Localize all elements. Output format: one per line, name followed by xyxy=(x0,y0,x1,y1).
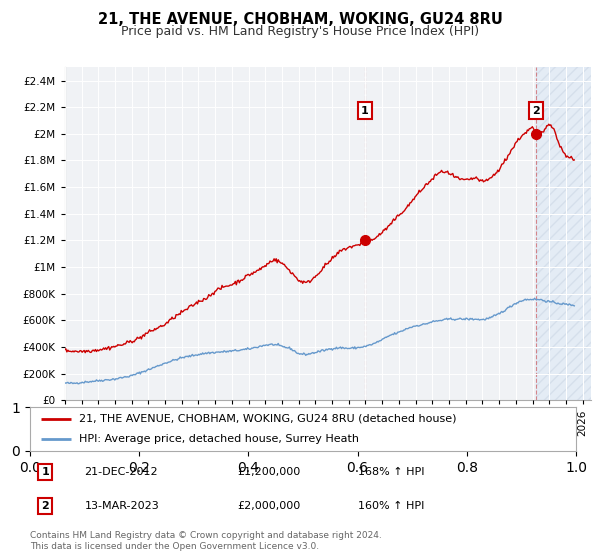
Text: 21-DEC-2012: 21-DEC-2012 xyxy=(85,466,158,477)
Text: 160% ↑ HPI: 160% ↑ HPI xyxy=(358,501,424,511)
Text: 2: 2 xyxy=(41,501,49,511)
Text: £2,000,000: £2,000,000 xyxy=(238,501,301,511)
Text: HPI: Average price, detached house, Surrey Heath: HPI: Average price, detached house, Surr… xyxy=(79,434,359,444)
Text: 21, THE AVENUE, CHOBHAM, WOKING, GU24 8RU (detached house): 21, THE AVENUE, CHOBHAM, WOKING, GU24 8R… xyxy=(79,414,457,424)
Text: 13-MAR-2023: 13-MAR-2023 xyxy=(85,501,160,511)
Text: 21, THE AVENUE, CHOBHAM, WOKING, GU24 8RU: 21, THE AVENUE, CHOBHAM, WOKING, GU24 8R… xyxy=(98,12,502,27)
Text: £1,200,000: £1,200,000 xyxy=(238,466,301,477)
Text: 1: 1 xyxy=(361,105,369,115)
Text: 168% ↑ HPI: 168% ↑ HPI xyxy=(358,466,424,477)
Bar xyxy=(536,67,600,400)
Text: 1: 1 xyxy=(41,466,49,477)
Text: Price paid vs. HM Land Registry's House Price Index (HPI): Price paid vs. HM Land Registry's House … xyxy=(121,25,479,38)
Bar xyxy=(536,67,600,400)
Text: This data is licensed under the Open Government Licence v3.0.: This data is licensed under the Open Gov… xyxy=(30,542,319,550)
Text: Contains HM Land Registry data © Crown copyright and database right 2024.: Contains HM Land Registry data © Crown c… xyxy=(30,531,382,540)
Text: 2: 2 xyxy=(532,105,540,115)
